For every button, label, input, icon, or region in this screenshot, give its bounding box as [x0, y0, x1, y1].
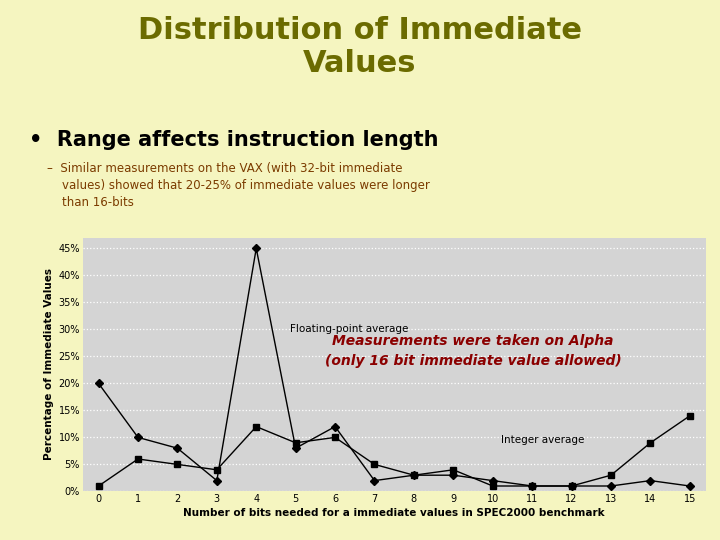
- X-axis label: Number of bits needed for a immediate values in SPEC2000 benchmark: Number of bits needed for a immediate va…: [184, 508, 605, 518]
- Text: Floating-point average: Floating-point average: [289, 325, 408, 334]
- Text: Measurements were taken on Alpha
(only 16 bit immediate value allowed): Measurements were taken on Alpha (only 1…: [325, 334, 621, 368]
- Text: Distribution of Immediate
Values: Distribution of Immediate Values: [138, 16, 582, 78]
- Text: •  Range affects instruction length: • Range affects instruction length: [29, 130, 438, 150]
- Text: Integer average: Integer average: [500, 435, 584, 445]
- Y-axis label: Percentage of Immediate Values: Percentage of Immediate Values: [44, 268, 54, 461]
- Text: –  Similar measurements on the VAX (with 32-bit immediate
    values) showed tha: – Similar measurements on the VAX (with …: [47, 162, 430, 209]
